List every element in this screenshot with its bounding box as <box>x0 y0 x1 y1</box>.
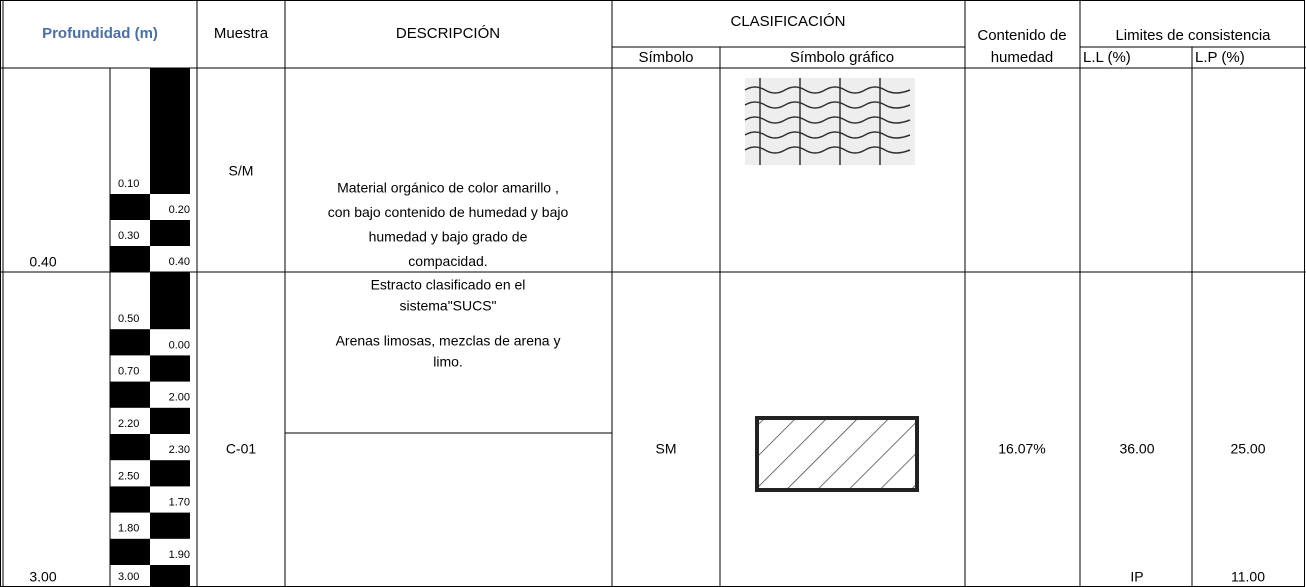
header-profundidad: Profundidad (m) <box>42 25 158 42</box>
scale-label: 0.50 <box>118 313 139 325</box>
scale-label: 0.00 <box>169 339 190 351</box>
scale-label: 1.90 <box>169 549 190 561</box>
scale-label: 2.50 <box>118 470 139 482</box>
ip-label: IP <box>1130 569 1143 585</box>
header-contenido: humedad <box>991 49 1054 66</box>
depth: 0.40 <box>29 254 56 270</box>
scale-label: 0.20 <box>169 204 190 216</box>
scale-label: 0.30 <box>118 230 139 242</box>
scale-label: 0.70 <box>118 366 139 378</box>
scale-block <box>110 246 150 272</box>
scale-block <box>150 220 190 246</box>
scale-label: 2.20 <box>118 418 139 430</box>
header-muestra: Muestra <box>214 25 269 42</box>
header-clasificacion: CLASIFICACIÓN <box>730 13 845 30</box>
scale-block <box>150 168 190 194</box>
ll: 36.00 <box>1119 441 1154 457</box>
scale-block <box>110 194 150 220</box>
scale-block <box>150 303 190 330</box>
sand-symbol <box>755 416 919 492</box>
scale-block <box>110 538 150 565</box>
scale-block <box>150 355 190 382</box>
ip: 11.00 <box>1231 569 1265 585</box>
header-contenido: Contenido de <box>977 27 1066 44</box>
descripcion-line: humedad y bajo grado de <box>369 229 528 245</box>
header-simbolo: Símbolo <box>638 49 693 66</box>
descripcion-line: Material orgánico de color amarillo , <box>337 180 559 196</box>
header-ll: L.L (%) <box>1083 49 1131 66</box>
scale-block <box>150 68 190 168</box>
scale-block <box>150 512 190 539</box>
scale-block <box>150 272 190 303</box>
scale-label: 0.40 <box>169 256 190 268</box>
scale-block <box>150 407 190 434</box>
scale-block <box>110 486 150 513</box>
header-lp: L.P (%) <box>1195 49 1245 66</box>
scale-block <box>110 329 150 356</box>
descripcion-line: limo. <box>433 354 463 370</box>
simbolo: SM <box>656 441 677 457</box>
scale-block <box>110 434 150 461</box>
scale-block <box>150 565 190 587</box>
header-descripcion: DESCRIPCIÓN <box>396 25 500 42</box>
scale-label: 0.10 <box>118 178 139 190</box>
scale-label: 3.00 <box>118 571 139 583</box>
muestra: S/M <box>229 163 254 179</box>
humedad: 16.07% <box>998 441 1045 457</box>
lp: 25.00 <box>1230 441 1265 457</box>
scale-label: 1.80 <box>118 523 139 535</box>
scale-label: 2.30 <box>169 444 190 456</box>
header-simbolo-grafico: Símbolo gráfico <box>790 49 894 66</box>
descripcion-line: compacidad. <box>408 253 487 269</box>
descripcion-line: con bajo contenido de humedad y bajo <box>328 204 569 220</box>
scale-block <box>110 381 150 408</box>
descripcion-line: sistema"SUCS" <box>399 298 496 314</box>
scale-label: 2.00 <box>169 392 190 404</box>
header-limites: Limites de consistencia <box>1115 27 1271 44</box>
descripcion-line: Estracto clasificado en el <box>371 277 526 293</box>
depth: 3.00 <box>29 569 56 585</box>
muestra: C-01 <box>226 441 257 457</box>
scale-block <box>150 460 190 487</box>
organic-symbol <box>744 78 915 165</box>
scale-label: 1.70 <box>169 497 190 509</box>
descripcion-line: Arenas limosas, mezclas de arena y <box>336 333 561 349</box>
